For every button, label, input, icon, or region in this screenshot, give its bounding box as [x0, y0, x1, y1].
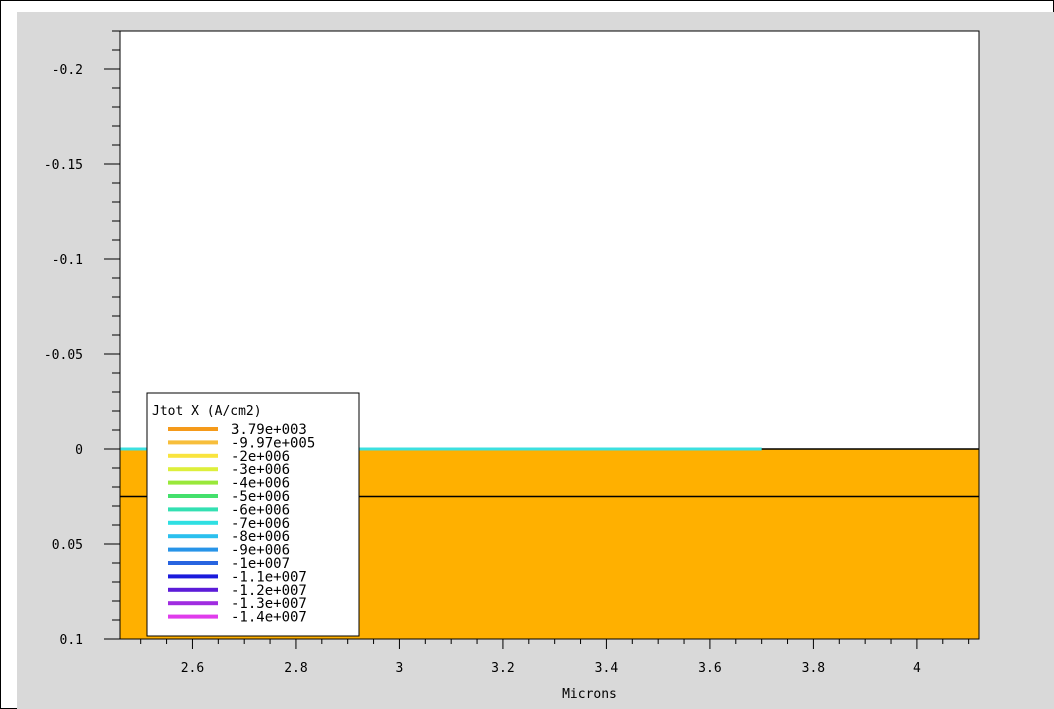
legend-label: -1.1e+007 — [231, 569, 307, 585]
y-tick-label: -0.15 — [44, 158, 83, 173]
legend-label: -8e+006 — [231, 529, 290, 545]
legend-label: -4e+006 — [231, 476, 290, 492]
legend-entries: 3.79e+003-9.97e+005-2e+006-3e+006-4e+006… — [168, 422, 315, 626]
legend-label: -1.2e+007 — [231, 583, 307, 599]
legend-label: -7e+006 — [231, 516, 290, 532]
x-tick-label: 3 — [396, 661, 404, 676]
legend-swatch — [168, 547, 218, 552]
legend-label: -1.4e+007 — [231, 610, 307, 626]
legend-label: -2e+006 — [231, 449, 290, 465]
legend-swatch — [168, 534, 218, 539]
legend-swatch — [168, 574, 218, 579]
legend-swatch — [168, 453, 218, 458]
legend-label: 3.79e+003 — [231, 422, 307, 438]
legend-swatch — [168, 587, 218, 592]
legend-label: -9.97e+005 — [231, 435, 315, 451]
legend-swatch — [168, 601, 218, 606]
x-tick-label: 2.6 — [181, 661, 204, 676]
x-tick-label: 3.8 — [802, 661, 825, 676]
legend-swatch — [168, 467, 218, 472]
legend-title: Jtot X (A/cm2) — [152, 404, 262, 419]
legend-swatch — [168, 494, 218, 498]
legend-swatch — [168, 427, 218, 431]
legend-box — [146, 392, 360, 637]
x-tick-label: 3.6 — [698, 661, 721, 676]
y-tick-label: 0 — [75, 443, 83, 458]
x-axis-label: Microns — [562, 687, 617, 702]
legend-label: -1e+007 — [231, 556, 290, 572]
x-tick-label: 3.4 — [595, 661, 619, 676]
x-tick-label: 4 — [913, 661, 921, 676]
y-tick-label: -0.2 — [52, 63, 83, 78]
legend-swatch — [168, 480, 218, 485]
legend-swatch — [168, 614, 218, 619]
legend: Jtot X (A/cm2) 3.79e+003-9.97e+005-2e+00… — [146, 392, 360, 637]
y-tick-label: 0.1 — [60, 633, 83, 648]
legend-label: -9e+006 — [231, 543, 290, 559]
legend-swatch — [168, 520, 218, 525]
legend-label: -5e+006 — [231, 489, 290, 505]
y-axis: -0.2 -0.15 -0.1 -0.05 0 0.05 0.1 — [44, 30, 120, 648]
legend-label: -1.3e+007 — [231, 596, 307, 612]
legend-swatch — [168, 440, 218, 445]
x-tick-label: 2.8 — [284, 661, 307, 676]
legend-swatch — [168, 561, 218, 565]
legend-swatch — [168, 507, 218, 512]
y-tick-label: 0.05 — [52, 538, 83, 553]
legend-label: -3e+006 — [231, 462, 290, 478]
y-tick-label: -0.1 — [52, 253, 83, 268]
x-tick-label: 3.2 — [491, 661, 514, 676]
x-axis: 2.6 2.8 3 3.2 3.4 3.6 3.8 4 — [140, 639, 970, 676]
legend-label: -6e+006 — [231, 502, 290, 518]
y-tick-label: -0.05 — [44, 348, 83, 363]
